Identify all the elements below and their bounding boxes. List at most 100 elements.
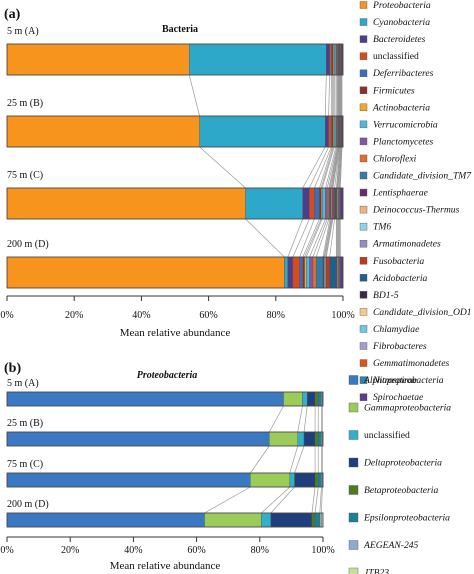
connector-line <box>328 74 330 117</box>
legend-label: Actinobacteria <box>372 102 430 113</box>
connector-line <box>334 146 340 189</box>
legend-swatch <box>359 1 368 9</box>
connector-line <box>302 218 320 258</box>
x-axis-label: Mean relative abundance <box>120 327 231 339</box>
legend-swatch <box>359 137 368 146</box>
legend-swatch <box>348 457 359 468</box>
legend-swatch <box>359 120 368 129</box>
x-tick-label: 100% <box>311 545 334 556</box>
legend-swatch <box>359 103 368 112</box>
legend-swatch <box>348 430 359 440</box>
bar-segment <box>204 512 262 528</box>
bar-segment <box>334 187 337 220</box>
bar-outline <box>6 43 344 76</box>
legend-label: Verrucomicrobia <box>373 119 438 130</box>
legend-swatch <box>359 393 368 401</box>
connector-line <box>337 146 342 189</box>
connector-line <box>312 218 328 258</box>
connector-line <box>325 146 337 189</box>
bar-segment <box>314 472 319 488</box>
connector-line <box>270 486 295 514</box>
bar-segment <box>6 512 205 528</box>
connector-line <box>204 486 251 514</box>
legend-label: unclassified <box>364 430 410 441</box>
legend-label: Bacteroidetes <box>373 34 426 45</box>
bar-segment <box>314 431 319 447</box>
bar-segment <box>321 187 326 220</box>
legend-swatch <box>348 485 359 495</box>
bar-segment <box>284 256 289 289</box>
bar-segment <box>309 187 315 220</box>
connector-line <box>319 486 322 514</box>
bar-segment <box>270 512 313 528</box>
bar-segment <box>327 187 330 220</box>
connector-line <box>329 218 335 258</box>
legend-label: Deltaproteobacteria <box>363 458 442 469</box>
bar-segment <box>318 431 322 447</box>
bar-segment <box>334 115 337 148</box>
legend-label: Fusobacteria <box>372 256 424 267</box>
bar-segment <box>302 256 305 289</box>
connector-line <box>309 218 326 258</box>
legend-label: Armatimonadetes <box>372 239 441 250</box>
connector-line <box>330 146 339 189</box>
legend-label: Deinococcus-Thermus <box>372 205 460 216</box>
category-label: 25 m (B) <box>7 418 43 429</box>
connector-line <box>329 146 339 189</box>
bar-segment <box>312 256 317 289</box>
legend-swatch <box>348 375 359 385</box>
connector-line <box>321 486 323 514</box>
bar-segment <box>283 391 303 407</box>
bar-segment <box>302 187 310 220</box>
bar-segment <box>340 187 344 220</box>
legend-swatch <box>348 402 359 413</box>
connector-line <box>322 218 331 258</box>
category-label: 25 m (B) <box>7 98 43 109</box>
category-label: 75 m (C) <box>7 459 43 470</box>
legend-swatch <box>359 222 368 231</box>
bar-segment <box>318 391 322 407</box>
legend-label: JTB23 <box>364 568 389 574</box>
x-axis-label: Mean relative abundance <box>110 560 221 572</box>
connector-line <box>314 486 319 514</box>
bar-segment <box>269 431 298 447</box>
bar-segment <box>299 256 304 289</box>
category-label: 75 m (C) <box>7 170 43 181</box>
legend-label: Planctomycetes <box>372 136 433 147</box>
connector-line <box>323 218 332 258</box>
connector-line <box>250 445 270 474</box>
connector-line <box>339 146 343 189</box>
bar-outline <box>6 187 344 220</box>
bar-segment <box>326 43 330 76</box>
legend-label: TM6 <box>373 222 391 233</box>
bar-segment <box>314 187 320 220</box>
bar-segment <box>307 391 316 407</box>
legend-swatch <box>359 257 368 265</box>
bar-outline <box>6 512 324 528</box>
legend-swatch <box>359 308 368 316</box>
legend-label: Firmicutes <box>372 85 415 96</box>
legend-swatch <box>359 325 368 333</box>
x-tick-label: 80% <box>267 310 285 321</box>
legend-label: AEGEAN-245 <box>363 540 419 551</box>
connector-line <box>245 218 285 258</box>
x-tick-label: 80% <box>251 545 269 556</box>
connector-line <box>331 146 340 189</box>
legend-label: BD1-5 <box>373 290 399 301</box>
bar-outline <box>6 472 324 488</box>
bar-segment <box>6 43 190 76</box>
bar-segment <box>294 472 316 488</box>
connector-line <box>289 445 299 474</box>
connector-line <box>315 218 330 258</box>
x-tick-label: 40% <box>132 310 150 321</box>
bar-segment <box>6 391 284 407</box>
legend-swatch <box>359 18 368 26</box>
bar-segment <box>289 472 295 488</box>
bar-segment <box>318 472 322 488</box>
legend-label: Gammaproteobacteria <box>364 403 451 414</box>
legend-label: Chlamydiae <box>373 324 420 335</box>
connector-line <box>319 146 333 189</box>
legend-label: Cyanobacteria <box>373 17 430 28</box>
legend-label: unclassified <box>373 51 419 62</box>
